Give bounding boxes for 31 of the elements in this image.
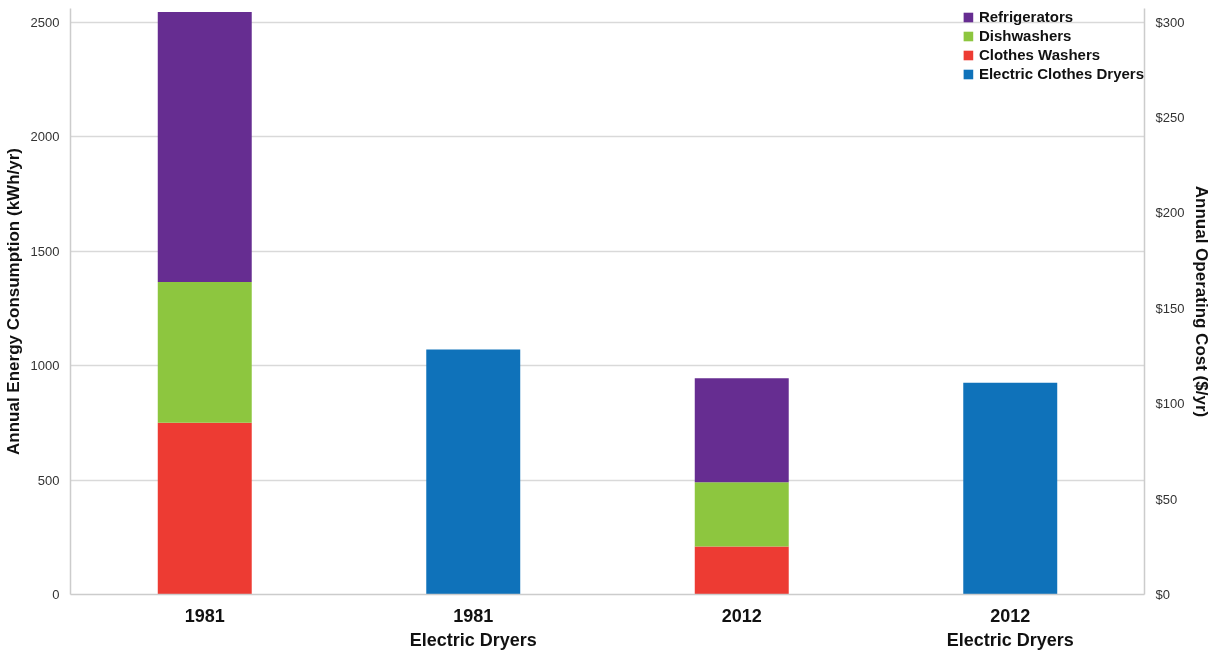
y-tick-label: 2000 [30, 129, 60, 145]
y2-tick-label: $150 [1155, 300, 1185, 316]
y2-tick-label: $50 [1155, 491, 1178, 507]
y2-tick-label: $250 [1155, 110, 1185, 126]
y2-tick-label: $0 [1155, 587, 1170, 602]
y2-tick-label: $200 [1155, 205, 1185, 221]
legend-label: Clothes Washers [978, 46, 1101, 63]
bar [694, 546, 789, 595]
bar [694, 482, 789, 547]
x-tick-label: 2012 [721, 605, 762, 626]
x-tick-label: 2012 Electric Dryers [946, 605, 1074, 650]
bar [963, 382, 1058, 595]
legend-label: Dishwashers [978, 27, 1072, 44]
bar [426, 349, 521, 595]
y-tick-label: 0 [52, 587, 60, 602]
x-tick-label: 1981 Electric Dryers [409, 605, 537, 650]
y-axis-title: Annual Energy Consumption (kWh/yr) [3, 148, 23, 455]
y2-tick-label: $100 [1155, 396, 1185, 412]
x-tick-label: 1981 [184, 605, 225, 626]
y2-tick-label: $300 [1155, 14, 1185, 30]
bar [157, 422, 252, 595]
y-tick-label: 500 [37, 472, 60, 488]
y2-axis-title: Annual Operating Cost ($/yr) [1192, 185, 1212, 418]
y-tick-label: 1000 [30, 358, 60, 374]
bar [157, 11, 252, 283]
legend-label: Refrigerators [978, 8, 1074, 25]
y-tick-label: 2500 [30, 14, 60, 30]
bar [694, 378, 789, 483]
bar [157, 282, 252, 423]
legend-label: Electric Clothes Dryers [978, 65, 1144, 82]
y-tick-label: 1500 [30, 243, 60, 259]
